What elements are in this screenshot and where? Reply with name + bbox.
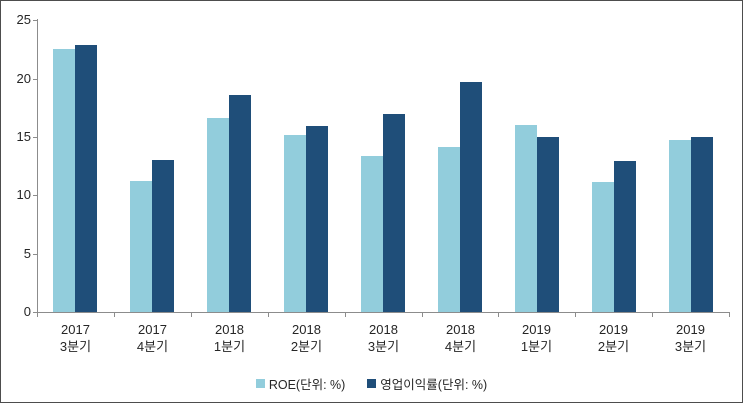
bar-op-margin [691, 137, 713, 312]
x-category-label: 2019 2분기 [597, 322, 630, 354]
x-tick [191, 313, 192, 317]
bar-op-margin [229, 95, 251, 312]
roe-legend-swatch-icon [255, 379, 265, 388]
y-tick [33, 79, 37, 80]
x-category-label: 2019 1분기 [520, 322, 553, 354]
x-category-label: 2018 1분기 [213, 322, 246, 354]
x-tick [422, 313, 423, 317]
bar-roe [515, 125, 537, 312]
x-tick [729, 313, 730, 317]
x-axis [37, 312, 731, 313]
x-category-label: 2017 3분기 [59, 322, 92, 354]
y-tick-label: 25 [16, 12, 31, 27]
legend: ROE(단위: %) 영업이익률(단위: %) [1, 374, 742, 393]
bar-roe [207, 118, 229, 312]
y-tick-label: 5 [23, 246, 31, 261]
x-category-label: 2019 3분기 [674, 322, 707, 354]
y-tick [33, 137, 37, 138]
bar-op-margin [306, 126, 328, 312]
y-tick-label: 10 [16, 187, 31, 202]
x-category-label: 2018 4분기 [444, 322, 477, 354]
bar-op-margin [460, 82, 482, 312]
x-category-label: 2018 3분기 [367, 322, 400, 354]
y-tick-label: 0 [23, 304, 31, 319]
y-tick [33, 254, 37, 255]
bar-op-margin [75, 45, 97, 312]
bar-roe [592, 182, 614, 312]
y-tick [33, 312, 37, 313]
y-tick [33, 195, 37, 196]
legend-item-roe: ROE(단위: %) [255, 374, 346, 393]
y-tick-label: 20 [16, 71, 31, 86]
op-margin-legend-label: 영업이익률(단위: %) [380, 378, 488, 392]
y-tick-label: 15 [16, 129, 31, 144]
x-category-label: 2017 4분기 [136, 322, 169, 354]
bar-op-margin [383, 114, 405, 312]
y-tick [33, 20, 37, 21]
y-axis [37, 19, 38, 313]
bar-roe [284, 135, 306, 312]
x-tick [652, 313, 653, 317]
x-tick [575, 313, 576, 317]
bar-op-margin [152, 160, 174, 312]
x-tick [345, 313, 346, 317]
x-tick [498, 313, 499, 317]
roe-legend-label: ROE(단위: %) [268, 378, 346, 392]
bar-op-margin [537, 137, 559, 312]
bar-op-margin [614, 161, 636, 312]
op-margin-legend-swatch-icon [367, 379, 377, 388]
x-tick [37, 313, 38, 317]
legend-item-op-margin: 영업이익률(단위: %) [367, 374, 487, 393]
x-tick [114, 313, 115, 317]
bar-roe [53, 49, 75, 312]
bar-roe [669, 140, 691, 312]
bar-roe [361, 156, 383, 312]
bar-roe [130, 181, 152, 312]
bar-roe [438, 147, 460, 312]
x-tick [268, 313, 269, 317]
x-category-label: 2018 2분기 [290, 322, 323, 354]
